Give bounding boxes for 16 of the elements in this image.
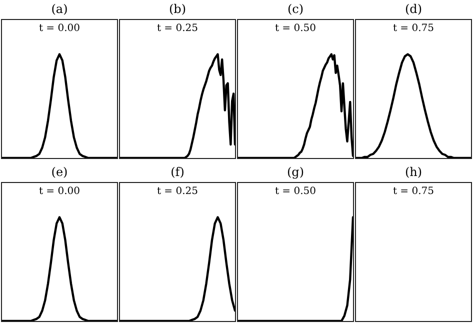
chart-title: (c) <box>286 1 305 18</box>
text: t = 0.00 <box>38 23 82 34</box>
text: t = 0.00 <box>38 186 82 197</box>
text: t = 0.75 <box>392 23 436 34</box>
chart-title: (g) <box>286 164 306 181</box>
chart-title: (e) <box>50 164 69 181</box>
text: t = 0.75 <box>392 186 436 197</box>
chart-title: (f) <box>170 164 186 181</box>
chart-title: (d) <box>404 1 424 18</box>
text: t = 0.50 <box>274 23 318 34</box>
text: t = 0.25 <box>156 186 200 197</box>
text: (h) <box>404 164 424 181</box>
chart-title: (a) <box>50 1 69 18</box>
chart-title: (b) <box>168 1 188 18</box>
text: t = 0.25 <box>156 23 200 34</box>
text: t = 0.50 <box>274 186 318 197</box>
